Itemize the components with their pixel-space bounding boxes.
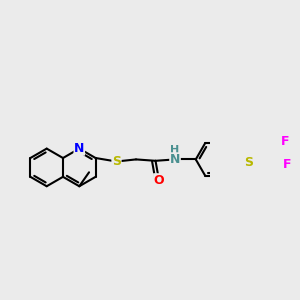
Text: N: N xyxy=(170,153,180,166)
Text: N: N xyxy=(74,142,85,155)
Text: F: F xyxy=(283,158,291,172)
Text: S: S xyxy=(244,156,253,170)
Text: F: F xyxy=(281,135,289,148)
Text: H: H xyxy=(170,145,180,155)
Text: S: S xyxy=(112,155,121,168)
Text: O: O xyxy=(154,174,164,187)
